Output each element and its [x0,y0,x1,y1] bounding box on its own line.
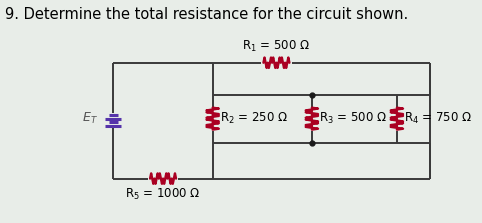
Text: E$_T$: E$_T$ [82,111,98,126]
Text: R$_3$ = 500 Ω: R$_3$ = 500 Ω [319,111,387,126]
Text: R$_2$ = 250 Ω: R$_2$ = 250 Ω [220,111,288,126]
Text: R$_4$ = 750 Ω: R$_4$ = 750 Ω [404,111,472,126]
Text: R$_5$ = 1000 Ω: R$_5$ = 1000 Ω [125,187,201,202]
Text: R$_1$ = 500 Ω: R$_1$ = 500 Ω [242,39,310,54]
Text: 9. Determine the total resistance for the circuit shown.: 9. Determine the total resistance for th… [5,7,408,22]
